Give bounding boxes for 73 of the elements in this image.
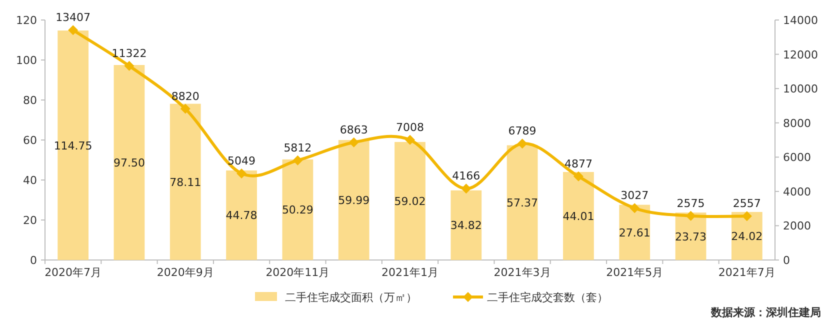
bar — [338, 140, 370, 260]
data-label: 50.29 — [282, 204, 314, 217]
data-label: 24.02 — [731, 230, 763, 243]
point — [742, 211, 752, 222]
data-label: 2575 — [676, 196, 705, 210]
bar — [506, 145, 538, 260]
data-label: 4166 — [452, 170, 480, 183]
bar — [282, 159, 314, 260]
x-tick-label: 2020年11月 — [266, 266, 330, 279]
x-tick-label: 2021年7月 — [718, 266, 776, 279]
data-label: 27.61 — [618, 226, 650, 240]
x-tick-label: 2020年9月 — [156, 266, 214, 279]
data-label: 5812 — [284, 141, 312, 154]
bar — [450, 190, 482, 260]
y2-tick-label: 8000 — [783, 116, 811, 130]
y-tick-label: 40 — [23, 174, 37, 187]
point — [630, 203, 640, 214]
y2-tick-label: 14000 — [783, 14, 818, 27]
data-label: 13407 — [56, 11, 91, 24]
x-tick-label: 2021年3月 — [494, 266, 551, 279]
x-tick-label: 2020年7月 — [44, 266, 102, 279]
data-label: 3027 — [620, 189, 649, 202]
x-tick-label: 2021年5月 — [606, 266, 664, 279]
y-tick-label: 60 — [23, 134, 37, 147]
data-label: 8820 — [171, 90, 200, 103]
point — [348, 137, 359, 148]
y2-tick-label: 12000 — [783, 48, 818, 62]
data-label: 44.78 — [226, 209, 258, 222]
y2-tick-label: 10000 — [783, 82, 818, 96]
data-label: 97.50 — [113, 156, 145, 170]
data-label: 7008 — [396, 120, 424, 134]
data-label: 4877 — [564, 157, 592, 170]
point — [686, 210, 696, 221]
data-label: 5049 — [228, 154, 256, 168]
point — [517, 138, 528, 149]
y-tick-label: 120 — [16, 14, 37, 27]
y2-tick-label: 2000 — [783, 220, 811, 233]
data-label: 78.11 — [170, 176, 202, 189]
data-label: 6863 — [340, 123, 368, 136]
legend-label: 二手住宅成交面积（万㎡） — [285, 291, 417, 304]
point — [405, 134, 415, 145]
y-tick-label: 80 — [23, 94, 37, 107]
point — [180, 104, 190, 114]
data-label: 59.02 — [394, 194, 426, 208]
data-label: 57.37 — [506, 196, 538, 210]
data-label: 11322 — [112, 46, 147, 60]
point — [292, 155, 303, 166]
bar — [170, 104, 201, 260]
y-tick-label: 20 — [23, 214, 37, 227]
data-label: 23.73 — [675, 230, 707, 244]
point — [236, 168, 247, 178]
legend-label: 二手住宅成交套数（套） — [487, 291, 608, 304]
data-label: 59.99 — [338, 194, 370, 208]
point — [68, 25, 78, 36]
data-label: 44.01 — [562, 210, 594, 223]
y2-tick-label: 0 — [783, 254, 790, 267]
point — [573, 171, 584, 182]
point — [124, 60, 134, 71]
x-tick-label: 2021年1月 — [382, 266, 438, 279]
y-tick-label: 100 — [16, 54, 37, 67]
data-label: 34.82 — [450, 219, 482, 232]
data-label: 114.75 — [54, 139, 92, 152]
y-tick-label: 0 — [30, 254, 37, 267]
point — [461, 184, 472, 194]
y2-tick-label: 6000 — [783, 151, 811, 164]
y2-tick-label: 4000 — [783, 185, 811, 198]
bar — [114, 65, 145, 260]
data-label: 2557 — [732, 197, 761, 210]
bar — [226, 170, 257, 260]
data-label: 6789 — [508, 124, 536, 138]
source-note: 数据来源：深圳住建局 — [710, 306, 821, 319]
bar — [394, 142, 426, 260]
bar — [563, 172, 594, 260]
